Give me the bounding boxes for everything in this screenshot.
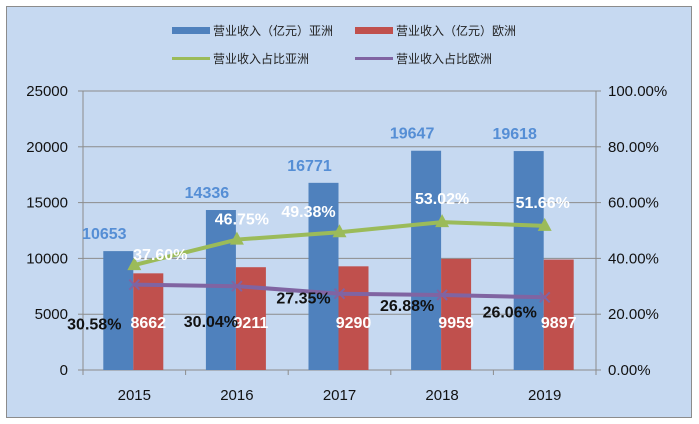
bar-europe-revenue: [235, 267, 266, 370]
x-axis-tick-label: 2018: [425, 387, 458, 404]
data-label-asia-share: 53.02%: [415, 191, 469, 208]
legend-swatch: [172, 27, 210, 34]
marker-europe-share: [436, 289, 448, 301]
marker-asia-share: [332, 224, 347, 238]
legend-label: 营业收入占比亚洲: [213, 52, 310, 66]
marker-asia-share: [537, 217, 552, 231]
x-axis-tick-label: 2016: [220, 387, 253, 404]
data-label-europe-revenue: 8662: [131, 315, 167, 332]
left-axis-tick-label: 0: [60, 362, 68, 379]
bar-europe-revenue: [338, 266, 369, 370]
data-label-europe-share: 26.88%: [380, 298, 434, 315]
marker-europe-share: [538, 291, 551, 304]
bar-asia-revenue: [205, 210, 236, 370]
bar-europe-revenue: [543, 259, 574, 370]
data-label-europe-revenue: 9897: [541, 315, 577, 332]
left-axis-tick-label: 20000: [26, 139, 68, 156]
legend-label: 营业收入（亿元）欧洲: [396, 24, 517, 38]
right-axis-tick-label: 100.00%: [608, 83, 667, 100]
bar-europe-revenue: [441, 258, 472, 370]
left-axis-tick-label: 10000: [26, 250, 68, 267]
bar-asia-revenue: [103, 251, 134, 370]
legend-label: 营业收入（亿元）亚洲: [213, 24, 334, 38]
data-label-europe-revenue: 9959: [438, 315, 474, 332]
x-axis-tick-label: 2017: [323, 387, 356, 404]
data-label-asia-revenue: 16771: [287, 158, 332, 175]
data-label-europe-share: 30.58%: [67, 317, 121, 334]
marker-europe-share: [231, 280, 243, 292]
data-label-asia-share: 46.75%: [215, 212, 269, 229]
marker-asia-share: [229, 231, 244, 245]
left-axis-tick-label: 25000: [26, 83, 68, 100]
right-axis-tick-label: 60.00%: [608, 195, 659, 212]
legend-item-asia-revenue: 营业收入（亿元）亚洲: [172, 22, 333, 39]
marker-europe-share: [333, 287, 346, 300]
legend-item-asia-share: 营业收入占比亚洲: [172, 50, 309, 67]
right-axis-tick-label: 0.00%: [608, 362, 651, 379]
right-axis-tick-label: 40.00%: [608, 250, 659, 267]
data-label-asia-revenue: 19618: [492, 126, 537, 143]
data-label-europe-share: 30.04%: [184, 314, 238, 331]
bar-asia-revenue: [411, 150, 442, 370]
x-axis-tick-label: 2019: [528, 387, 561, 404]
bar-asia-revenue: [308, 182, 339, 370]
left-axis-tick-label: 5000: [35, 306, 68, 323]
marker-asia-share: [127, 257, 142, 271]
data-label-europe-share: 26.06%: [483, 304, 537, 321]
bar-asia-revenue: [513, 151, 544, 370]
marker-asia-share: [435, 214, 450, 228]
data-label-europe-share: 27.35%: [276, 291, 330, 308]
legend-item-europe-revenue: 营业收入（亿元）欧洲: [355, 22, 516, 39]
data-label-europe-revenue: 9290: [336, 315, 372, 332]
x-axis-tick-label: 2015: [118, 387, 151, 404]
legend-swatch: [355, 27, 393, 34]
legend-item-europe-share: 营业收入占比欧洲: [355, 50, 492, 67]
legend-swatch: [172, 57, 210, 60]
data-label-asia-share: 49.38%: [281, 204, 335, 221]
data-label-asia-share: 37.60%: [133, 247, 187, 264]
legend-swatch: [355, 57, 393, 60]
data-label-asia-revenue: 14336: [185, 185, 230, 202]
right-axis-tick-label: 80.00%: [608, 139, 659, 156]
data-label-europe-revenue: 9211: [234, 315, 269, 332]
legend-label: 营业收入占比欧洲: [396, 52, 493, 66]
left-axis-tick-label: 15000: [26, 195, 68, 212]
right-axis-tick-label: 20.00%: [608, 306, 659, 323]
marker-europe-share: [128, 278, 141, 291]
data-label-asia-revenue: 10653: [82, 226, 127, 243]
data-label-asia-revenue: 19647: [390, 126, 435, 143]
data-label-asia-share: 51.66%: [516, 195, 570, 212]
